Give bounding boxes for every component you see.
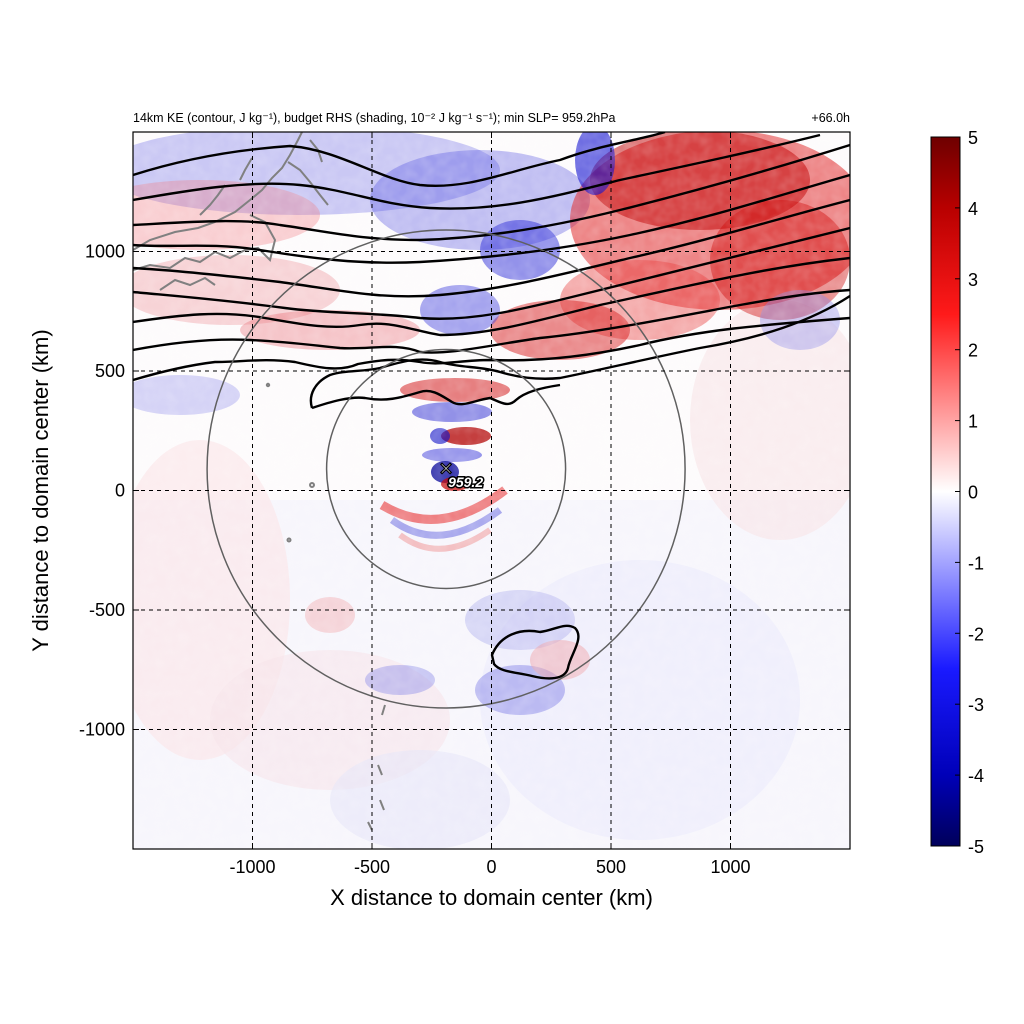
colorbar-tick-label: 0	[968, 483, 978, 503]
min-slp-annotation: 959.2	[448, 474, 483, 490]
colorbar-tick-label: 1	[968, 412, 978, 432]
x-axis: -1000 -500 0 500 1000	[229, 132, 751, 877]
x-tick-label: 0	[486, 857, 496, 877]
y-tick-label: 500	[95, 361, 125, 381]
colorbar-tick-label: 4	[968, 199, 978, 219]
colorbar-tick-label: 3	[968, 270, 978, 290]
y-tick-label: -500	[89, 600, 125, 620]
coastlines	[133, 132, 386, 831]
x-tick-label: 500	[596, 857, 626, 877]
y-tick-label: 1000	[85, 242, 125, 262]
range-ring-1000km	[206, 229, 686, 709]
range-rings	[206, 229, 686, 709]
colorbar-tick-label: -4	[968, 766, 984, 786]
y-axis-label: Y distance to domain center (km)	[28, 329, 53, 651]
plot-area: ✕ 959.2	[132, 131, 851, 850]
colorbar-ticks: 5 4 3 2 1 0 -1 -2 -3 -4 -5	[955, 128, 984, 857]
ke-contours	[133, 132, 850, 680]
colorbar-tick-label: -5	[968, 837, 984, 857]
y-tick-label: 0	[115, 481, 125, 501]
y-tick-label: -1000	[79, 720, 125, 740]
x-tick-label: -1000	[229, 857, 275, 877]
storm-center-x-icon: ✕	[439, 459, 454, 479]
chart-title: 14km KE (contour, J kg⁻¹), budget RHS (s…	[133, 111, 616, 125]
colorbar-tick-label: 2	[968, 341, 978, 361]
colorbar-tick-label: -2	[968, 624, 984, 644]
forecast-hour: +66.0h	[811, 111, 850, 125]
x-axis-label: X distance to domain center (km)	[330, 885, 653, 910]
range-ring-500km	[325, 348, 567, 590]
x-tick-label: -500	[354, 857, 390, 877]
colorbar-tick-label: 5	[968, 128, 978, 148]
colorbar: 5 4 3 2 1 0 -1 -2 -3 -4 -5	[930, 128, 984, 857]
x-tick-label: 1000	[710, 857, 750, 877]
colorbar-tick-label: -3	[968, 695, 984, 715]
y-axis: -1000 -500 0 500 1000	[79, 242, 850, 740]
colorbar-tick-label: -1	[968, 553, 984, 573]
storm-center-marker: ✕ 959.2	[438, 458, 485, 491]
